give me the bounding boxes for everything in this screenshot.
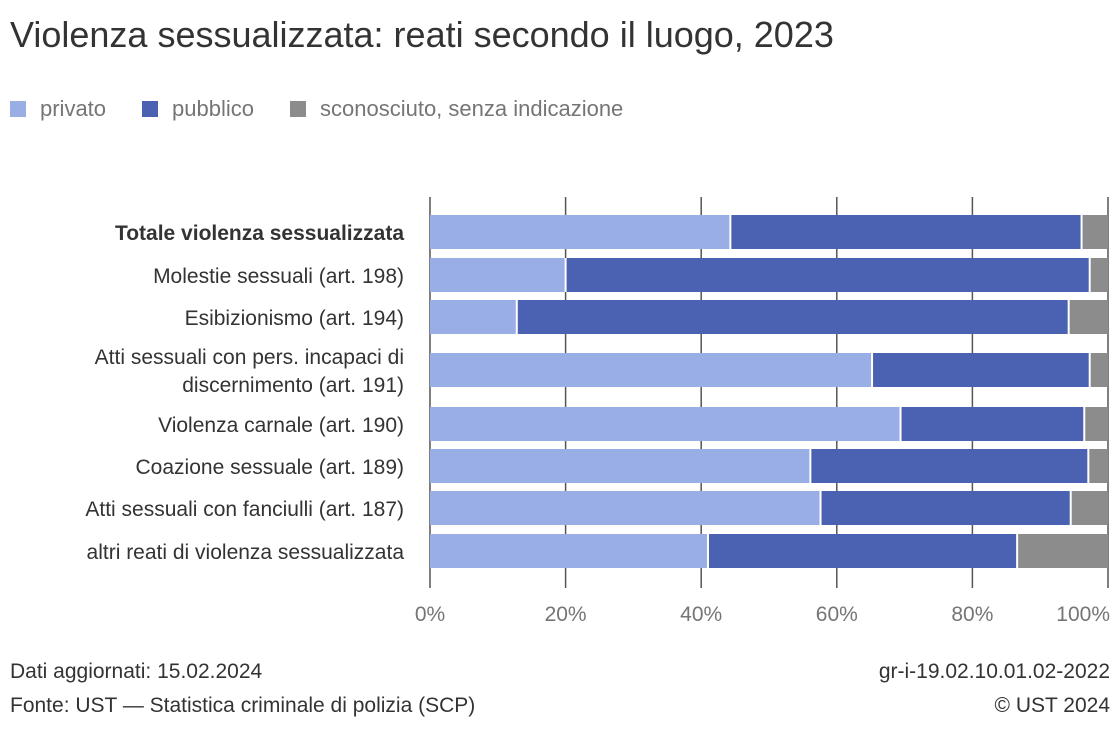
category-label: Coazione sessuale (art. 189) — [136, 456, 404, 479]
category-label: Molestie sessuali (art. 198) — [153, 265, 404, 288]
bar-segment — [565, 258, 1090, 292]
bar-segment — [900, 407, 1085, 441]
legend-swatch-sconosciuto — [290, 101, 306, 117]
bar-segment — [1089, 353, 1108, 387]
legend-label-privato: privato — [40, 96, 107, 121]
footer-code: gr-i-19.02.10.01.02-2022 — [878, 660, 1110, 683]
bar-segment — [430, 353, 873, 387]
bar-segment — [516, 300, 1069, 334]
bar-segment — [430, 449, 811, 483]
x-tick-label: 80% — [951, 603, 993, 626]
legend-swatch-pubblico — [142, 101, 159, 117]
bar-segment — [730, 215, 1082, 249]
legend: privato pubblico sconosciuto, senza indi… — [10, 96, 659, 122]
x-tick-label: 60% — [816, 603, 858, 626]
bar-segment — [872, 353, 1090, 387]
legend-item-privato: privato — [10, 96, 106, 122]
bar-segment — [1084, 407, 1108, 441]
stacked-bar-chart: 0% 20% 40% 60% 80% 100% Totale violenza sessua… — [85, 197, 1110, 626]
footer-updated: Dati aggiornati: 15.02.2024 — [10, 660, 263, 683]
bar-segment — [707, 534, 1018, 568]
legend-swatch-privato — [10, 101, 26, 117]
category-label: altri reati di violenza sessualizzata — [87, 541, 405, 564]
legend-label-pubblico: pubblico — [172, 96, 254, 121]
bar-segment — [430, 300, 517, 334]
category-label: Violenza carnale (art. 190) — [158, 414, 404, 437]
bar-segment — [1070, 491, 1108, 525]
bar-segment — [430, 215, 731, 249]
bar-segment — [430, 491, 821, 525]
bar-segment — [1088, 449, 1108, 483]
x-tick-label: 40% — [680, 603, 722, 626]
bar-segment — [1089, 258, 1108, 292]
category-label: discernimento (art. 191) — [182, 374, 404, 397]
category-label: Atti sessuali con fanciulli (art. 187) — [85, 498, 404, 521]
bar-segment — [1017, 534, 1108, 568]
category-label: Totale violenza sessualizzata — [115, 222, 404, 245]
category-label: Atti sessuali con pers. incapaci di — [95, 346, 404, 369]
x-tick-label: 0% — [415, 603, 445, 626]
legend-label-sconosciuto: sconosciuto, senza indicazione — [320, 96, 624, 121]
footer-copyright: © UST 2024 — [994, 694, 1110, 717]
x-tick-label: 20% — [545, 603, 587, 626]
x-tick-label: 100% — [1056, 603, 1110, 626]
bar-segment — [1081, 215, 1108, 249]
chart-title: Violenza sessualizzata: reati secondo il… — [10, 14, 834, 55]
bar-segment — [430, 258, 566, 292]
bar-segment — [820, 491, 1071, 525]
bar-segment — [1068, 300, 1108, 334]
bar-segment — [430, 534, 708, 568]
footer-source: Fonte: UST — Statistica criminale di pol… — [10, 694, 476, 717]
category-label: Esibizionismo (art. 194) — [185, 307, 404, 330]
legend-item-sconosciuto: sconosciuto, senza indicazione — [290, 96, 623, 122]
bar-segment — [810, 449, 1089, 483]
bar-segment — [430, 407, 901, 441]
legend-item-pubblico: pubblico — [142, 96, 254, 122]
